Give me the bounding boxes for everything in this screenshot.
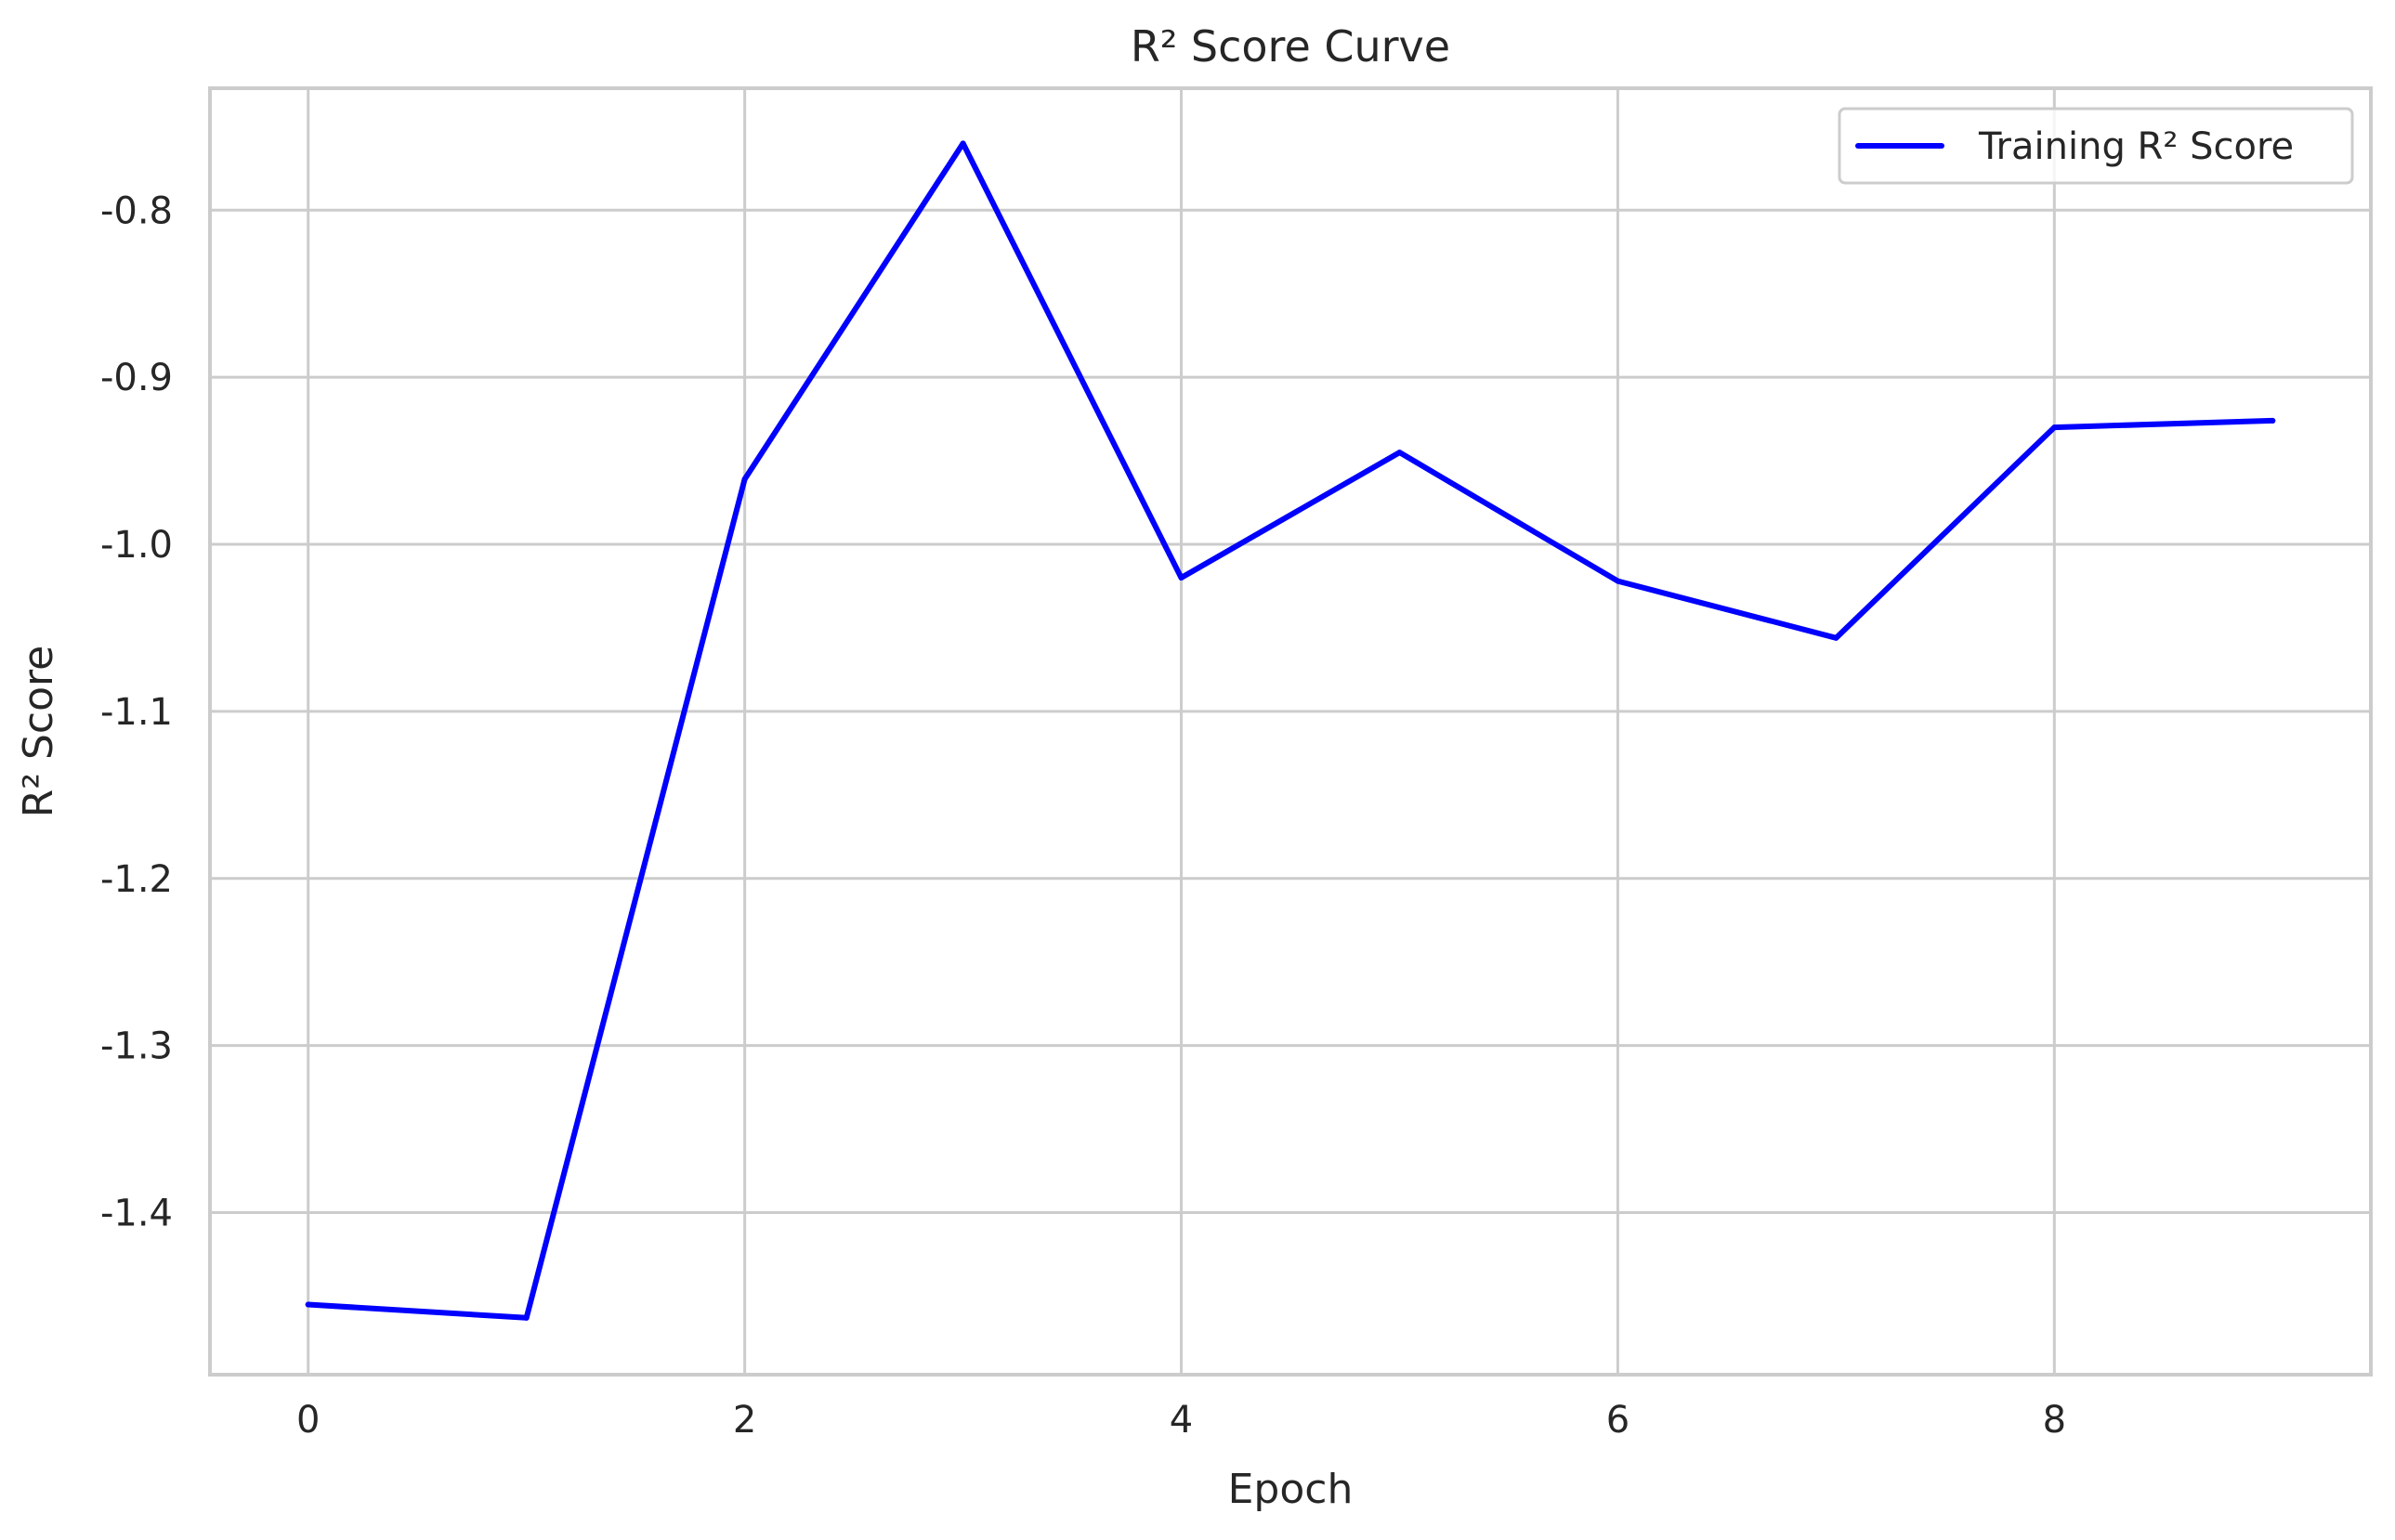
tick-layer: 0 2 4 6 8 -1.4 -1.3 -1.2 -1.1 -1.0 -0.9 -0.8 <box>100 189 2066 1442</box>
plot-frame <box>208 86 2373 1377</box>
series-line <box>305 140 2276 1321</box>
data-point <box>741 476 748 482</box>
x-tick-label: 4 <box>1170 1399 1193 1442</box>
data-point <box>1833 634 1839 641</box>
data-point <box>2051 424 2058 431</box>
grid-layer <box>210 88 2371 1375</box>
data-point <box>1615 578 1621 584</box>
x-tick-label: 0 <box>296 1399 320 1442</box>
y-tick-label: -1.1 <box>100 691 173 734</box>
chart-title: R² Score Curve <box>1131 21 1450 72</box>
y-tick-label: -1.3 <box>100 1025 173 1068</box>
data-point <box>305 1301 311 1308</box>
x-tick-label: 8 <box>2043 1399 2066 1442</box>
legend-box <box>1838 107 2354 185</box>
data-point <box>1178 575 1184 581</box>
legend-label: Training R² Score <box>1978 125 2294 168</box>
x-tick-label: 2 <box>733 1399 756 1442</box>
data-point <box>2270 417 2276 424</box>
y-tick-label: -0.9 <box>100 357 173 399</box>
data-point <box>1396 450 1403 456</box>
x-axis-title: Epoch <box>1228 1466 1354 1513</box>
y-tick-label: -0.8 <box>100 189 173 232</box>
legend: Training R² Score <box>1838 107 2354 185</box>
x-tick-label: 6 <box>1606 1399 1629 1442</box>
y-axis-title: R² Score <box>15 646 62 817</box>
data-point <box>960 140 966 147</box>
data-point <box>523 1314 530 1321</box>
y-tick-label: -1.2 <box>100 858 173 901</box>
y-tick-label: -1.4 <box>100 1193 173 1235</box>
y-tick-label: -1.0 <box>100 524 173 567</box>
series-layer <box>305 140 2276 1321</box>
